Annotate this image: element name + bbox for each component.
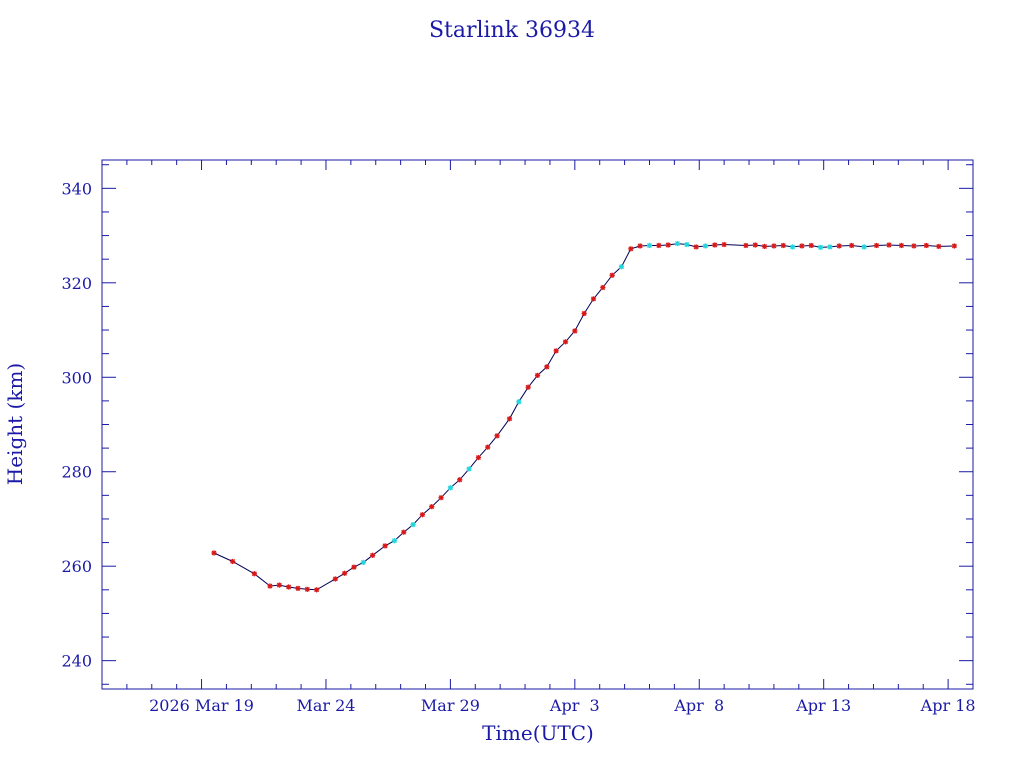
series-layer: [211, 241, 957, 593]
data-point-cyan: [702, 243, 709, 249]
data-point-red: [898, 242, 905, 249]
data-point-red: [771, 243, 777, 249]
data-point-cyan: [516, 399, 522, 405]
y-tick-label: 280: [61, 463, 92, 482]
data-point-red: [743, 242, 749, 249]
data-point-red: [429, 504, 435, 510]
data-point-red: [721, 241, 727, 248]
x-tick-label: Apr 18: [920, 696, 976, 715]
data-point-red: [849, 242, 855, 249]
data-point-cyan: [360, 559, 366, 566]
x-tick-label: Mar 29: [421, 696, 480, 715]
data-point-cyan: [391, 538, 398, 544]
data-point-red: [628, 246, 634, 252]
data-point-red: [712, 242, 718, 248]
axis-ticks: [102, 160, 973, 689]
data-point-red: [332, 576, 338, 582]
data-point-red: [457, 477, 463, 483]
data-point-red: [370, 552, 376, 558]
data-point-cyan: [789, 244, 796, 250]
data-point-cyan: [827, 244, 833, 250]
data-point-red: [780, 242, 786, 249]
data-point-red: [342, 570, 348, 576]
data-point-red: [211, 550, 217, 556]
data-point-red: [656, 242, 662, 249]
data-point-red: [836, 243, 842, 249]
y-tick-label: 240: [61, 652, 92, 671]
x-tick-label: Apr 3: [549, 696, 600, 715]
data-point-red: [382, 543, 388, 549]
data-point-red: [637, 243, 643, 249]
data-point-red: [752, 242, 758, 248]
data-point-red: [609, 272, 615, 278]
data-point-red: [951, 243, 957, 249]
data-point-red: [600, 284, 606, 291]
data-point-red: [886, 242, 892, 248]
data-point-red: [267, 583, 273, 589]
data-point-red: [562, 339, 569, 345]
data-point-cyan: [646, 242, 653, 249]
y-tick-label: 320: [61, 274, 92, 293]
data-point-red: [808, 242, 814, 249]
data-point-red: [438, 495, 444, 501]
data-point-red: [276, 582, 282, 588]
plot-frame: [101, 159, 974, 690]
x-axis-label: Time(UTC): [482, 721, 594, 745]
data-point-cyan: [618, 264, 625, 270]
data-point-red: [693, 244, 699, 250]
x-tick-label: 2026 Mar 19: [149, 696, 254, 715]
y-tick-label: 300: [61, 368, 92, 387]
data-point-red: [873, 242, 880, 249]
data-point-red: [251, 571, 258, 577]
data-point-red: [572, 328, 578, 334]
data-point-red: [923, 242, 929, 249]
y-axis-label: Height (km): [3, 363, 27, 485]
data-point-cyan: [410, 522, 416, 528]
data-point-red: [936, 243, 942, 250]
data-point-red: [506, 416, 513, 422]
data-point-cyan: [674, 241, 681, 247]
data-point-cyan: [447, 485, 453, 491]
y-tick-label: 340: [61, 179, 92, 198]
chart-title: Starlink 36934: [429, 18, 595, 43]
data-point-red: [295, 585, 301, 591]
data-point-red: [911, 243, 917, 249]
data-point-red: [314, 587, 320, 593]
x-tick-label: Apr 13: [795, 696, 851, 715]
data-point-red: [401, 529, 407, 535]
data-point-red: [419, 512, 426, 518]
data-point-red: [351, 564, 357, 570]
data-point-red: [761, 243, 768, 250]
data-point-red: [534, 372, 541, 378]
y-tick-labels: 240 260 280 300 320 340: [61, 179, 92, 670]
x-tick-labels: 2026 Mar 19 Mar 24 Mar 29 Apr 3 Apr 8 Apr 13 A…: [149, 696, 975, 715]
data-point-cyan: [817, 244, 824, 250]
data-point-cyan: [684, 241, 690, 248]
data-point-red: [485, 444, 491, 450]
data-point-red: [590, 296, 597, 302]
data-point-red: [286, 584, 292, 590]
data-point-red: [525, 384, 531, 390]
data-point-red: [304, 586, 310, 592]
x-tick-label: Apr 8: [673, 696, 724, 715]
data-point-red: [475, 454, 481, 461]
data-point-red: [553, 348, 559, 354]
data-point-red: [494, 433, 500, 439]
data-point-red: [581, 310, 587, 317]
data-point-cyan: [466, 466, 472, 472]
series-line: [213, 243, 955, 591]
data-point-red: [230, 558, 236, 565]
y-tick-label: 260: [61, 557, 92, 576]
x-tick-label: Mar 24: [296, 696, 355, 715]
data-point-cyan: [861, 244, 867, 250]
data-point-red: [799, 243, 805, 249]
data-point-red: [544, 364, 550, 370]
data-point-red: [665, 242, 671, 248]
